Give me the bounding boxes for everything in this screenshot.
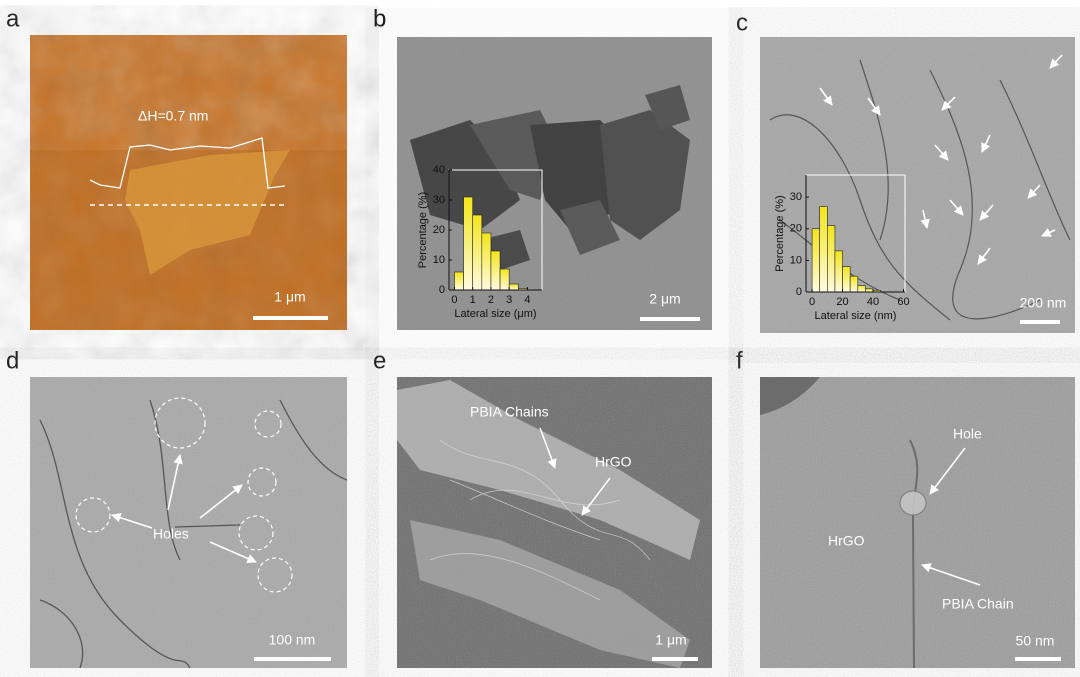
panel-d: d Holes 100 nm bbox=[6, 347, 348, 669]
inset-histogram: 0 10 20 30 40 0 1 2 3 4 Lateral size (μm) Percentag… bbox=[417, 164, 543, 320]
x-tick-label: 3 bbox=[506, 294, 512, 306]
panel-label: b bbox=[373, 5, 386, 32]
annotation: HrGO bbox=[595, 454, 632, 470]
bar bbox=[490, 250, 501, 291]
scale-bar bbox=[652, 657, 698, 661]
y-tick-label: 20 bbox=[433, 224, 445, 236]
y-axis-label: Percentage (%) bbox=[774, 195, 786, 271]
y-tick-label: 30 bbox=[790, 191, 802, 203]
scale-bar-label: 1 μm bbox=[655, 632, 686, 648]
y-tick-label: 40 bbox=[433, 164, 445, 176]
x-tick-label: 4 bbox=[524, 294, 530, 306]
panel-label: f bbox=[736, 347, 743, 374]
x-tick-label: 2 bbox=[488, 294, 494, 306]
bar bbox=[472, 214, 483, 291]
scale-bar bbox=[1020, 320, 1060, 324]
annotation: PBIA Chains bbox=[470, 404, 549, 420]
x-tick-label: 0 bbox=[451, 294, 457, 306]
panel-label: a bbox=[6, 5, 20, 32]
x-axis-label: Lateral size (μm) bbox=[454, 308, 536, 320]
bar bbox=[842, 266, 851, 293]
annotation: PBIA Chain bbox=[942, 596, 1014, 612]
x-tick-label: 1 bbox=[470, 294, 476, 306]
y-tick-label: 0 bbox=[796, 286, 802, 298]
x-axis-label: Lateral size (nm) bbox=[815, 310, 897, 322]
scale-bar-label: 1 μm bbox=[274, 289, 305, 305]
bar bbox=[481, 232, 492, 291]
bar bbox=[849, 275, 859, 293]
scale-bar bbox=[254, 657, 331, 661]
x-tick-label: 20 bbox=[836, 296, 848, 308]
x-tick-label: 40 bbox=[867, 296, 879, 308]
panel-label: e bbox=[373, 347, 386, 374]
scale-bar-label: 50 nm bbox=[1016, 633, 1055, 649]
scale-bar-label: 2 μm bbox=[649, 291, 680, 307]
bar bbox=[819, 206, 828, 293]
x-tick-label: 60 bbox=[897, 296, 909, 308]
panel-a: a ΔH=0.7 nm 1 μm bbox=[6, 5, 347, 330]
panel-f: f Hole HrGO PBIA Chain 50 nm bbox=[736, 347, 1075, 669]
scale-bar-label: 100 nm bbox=[269, 632, 316, 648]
panel-b: b 0 10 20 30 40 0 1 2 3 4 Lateral size (μm) Percent… bbox=[373, 5, 712, 330]
panel-label: d bbox=[6, 347, 19, 374]
annotation: Hole bbox=[953, 426, 982, 442]
bar bbox=[834, 250, 843, 293]
panel-label: c bbox=[736, 9, 748, 36]
bar bbox=[827, 225, 836, 293]
y-tick-label: 20 bbox=[790, 223, 802, 235]
y-tick-label: 0 bbox=[439, 284, 445, 296]
y-axis-label: Percentage (%) bbox=[417, 192, 429, 268]
bar bbox=[463, 196, 474, 291]
bar bbox=[454, 271, 464, 291]
y-tick-label: 30 bbox=[433, 194, 445, 206]
scale-bar bbox=[1015, 657, 1061, 661]
scale-bar bbox=[253, 316, 328, 320]
annotation: ΔH=0.7 nm bbox=[138, 108, 208, 124]
bar bbox=[857, 285, 866, 293]
annotation: HrGO bbox=[828, 533, 865, 549]
scale-bar bbox=[640, 317, 700, 321]
y-tick-label: 10 bbox=[790, 254, 802, 266]
scale-bar-label: 200 nm bbox=[1020, 295, 1067, 311]
bar bbox=[499, 268, 510, 291]
x-tick-label: 0 bbox=[809, 296, 815, 308]
bar bbox=[508, 283, 519, 291]
panel-e: e PBIA Chains HrGO 1 μm bbox=[373, 347, 712, 668]
annotation: Holes bbox=[153, 526, 189, 542]
bar bbox=[811, 228, 821, 293]
y-tick-label: 10 bbox=[433, 254, 445, 266]
